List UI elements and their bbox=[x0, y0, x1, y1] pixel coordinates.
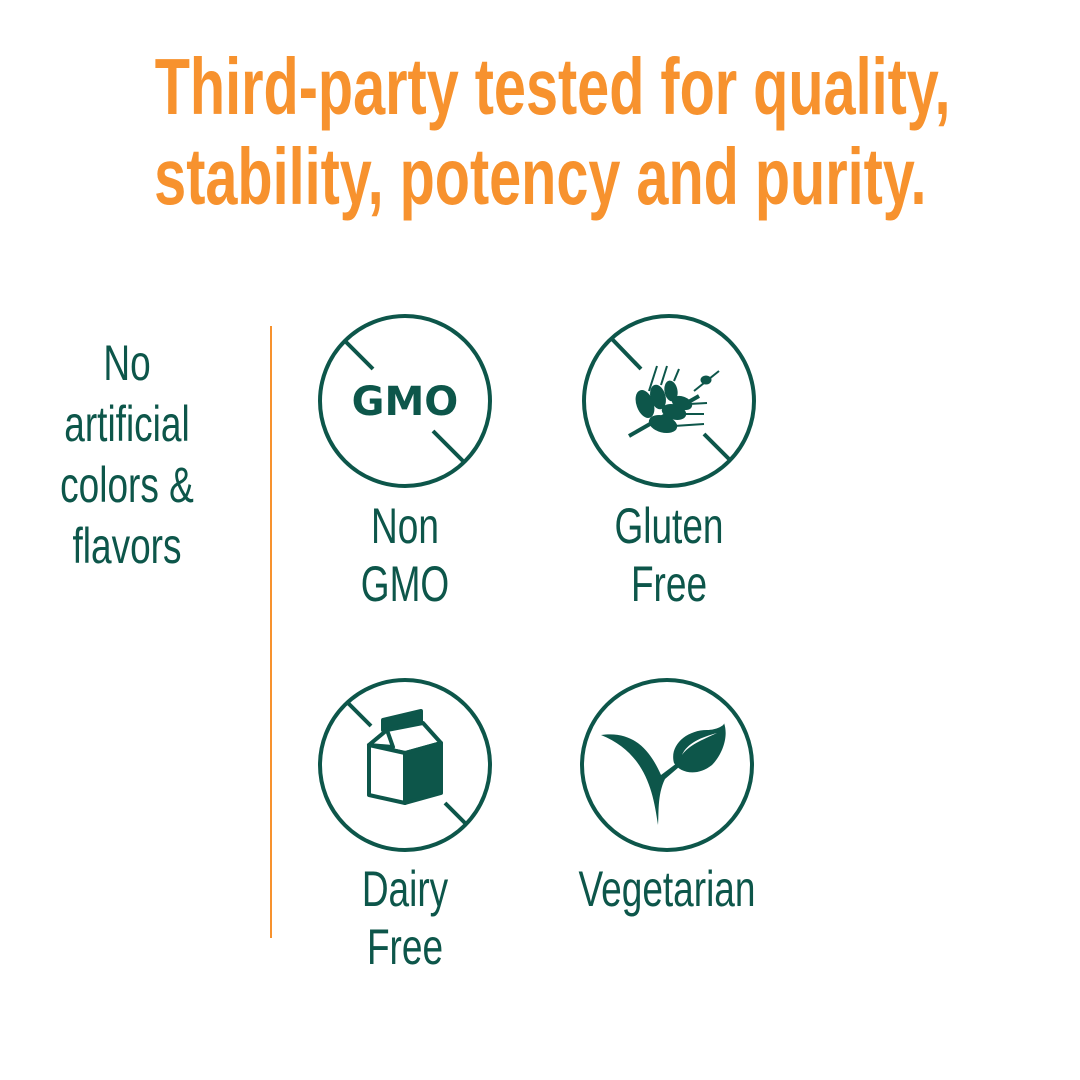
headline-line-1: Third-party tested for quality, bbox=[154, 42, 951, 131]
no-wheat-icon bbox=[582, 314, 756, 488]
divider bbox=[270, 326, 272, 938]
no-gmo-icon: GMO bbox=[318, 314, 492, 488]
no-milk-carton-icon bbox=[318, 678, 492, 852]
svg-text:GMO: GMO bbox=[352, 379, 459, 425]
badge-label-gluten-free: Gluten Free bbox=[614, 498, 724, 612]
badge-label-vegetarian: Vegetarian bbox=[578, 861, 756, 917]
vegetarian-leaf-icon bbox=[580, 678, 754, 852]
headline-line-2: stability, potency and purity. bbox=[153, 132, 927, 221]
badge-label-non-gmo: Non GMO bbox=[360, 498, 450, 612]
side-note: No artificial colors & flavors bbox=[60, 335, 194, 574]
badge-label-dairy-free: Dairy Free bbox=[361, 861, 449, 975]
